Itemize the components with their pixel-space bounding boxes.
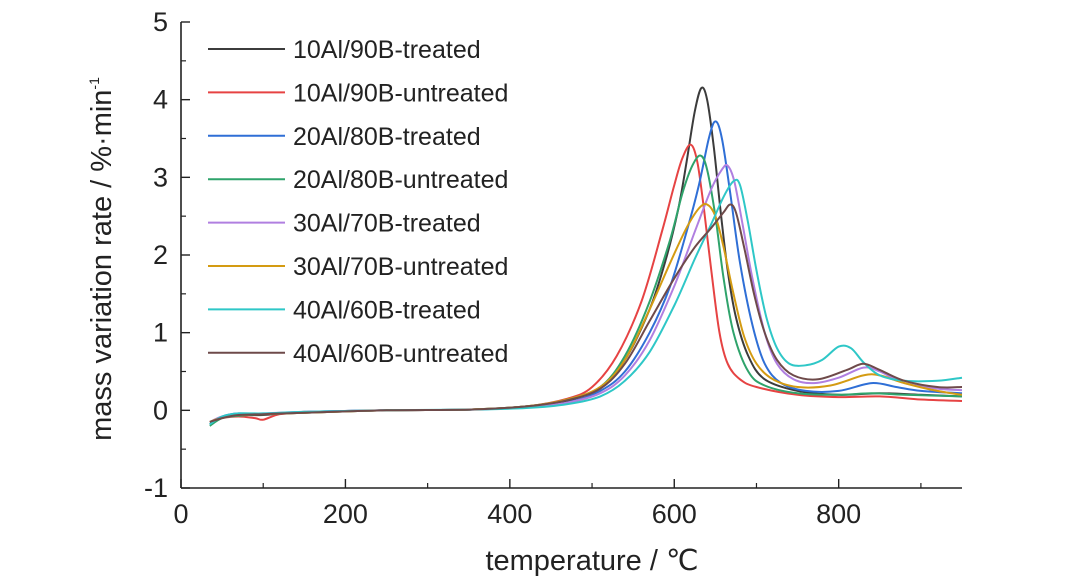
series-line-8: [209, 203, 963, 423]
legend-label-5: 30Al/70B-treated: [293, 210, 481, 238]
y-axis-ticks: -1 0 1 2 3 4 5: [144, 7, 190, 503]
y-tick-label: -1: [144, 473, 168, 503]
legend: 10Al/90B-treated 10Al/90B-untreated 20Al/8…: [208, 36, 508, 368]
series-line-5: [209, 163, 963, 423]
y-axis-title-superscript: -1: [86, 77, 102, 90]
series-line-4: [209, 154, 963, 427]
legend-label-7: 40Al/60B-treated: [293, 296, 481, 324]
y-tick-label: 2: [153, 240, 168, 270]
y-axis-title: mass variation rate / %·min-1: [86, 77, 118, 441]
y-tick-label: 3: [153, 162, 168, 192]
x-axis-ticks: 0 200 400 600 800: [173, 479, 922, 529]
legend-label-2: 10Al/90B-untreated: [293, 79, 508, 107]
legend-label-1: 10Al/90B-treated: [293, 36, 481, 64]
y-tick-label: 5: [153, 7, 168, 37]
x-tick-label: 0: [173, 499, 188, 529]
x-tick-label: 600: [652, 499, 697, 529]
y-tick-label: 1: [153, 318, 168, 348]
x-axis-title: temperature / ℃: [485, 545, 698, 577]
legend-label-4: 20Al/80B-untreated: [293, 166, 508, 194]
y-axis-title-main: mass variation rate / %·min: [86, 90, 118, 441]
legend-label-8: 40Al/60B-untreated: [293, 340, 508, 368]
x-tick-label: 200: [323, 499, 368, 529]
legend-label-6: 30Al/70B-untreated: [293, 253, 508, 281]
y-tick-label: 0: [153, 395, 168, 425]
legend-label-3: 20Al/80B-treated: [293, 123, 481, 151]
x-tick-label: 400: [487, 499, 532, 529]
y-tick-label: 4: [153, 85, 168, 115]
series-layer: [209, 86, 963, 427]
x-tick-label: 800: [816, 499, 861, 529]
